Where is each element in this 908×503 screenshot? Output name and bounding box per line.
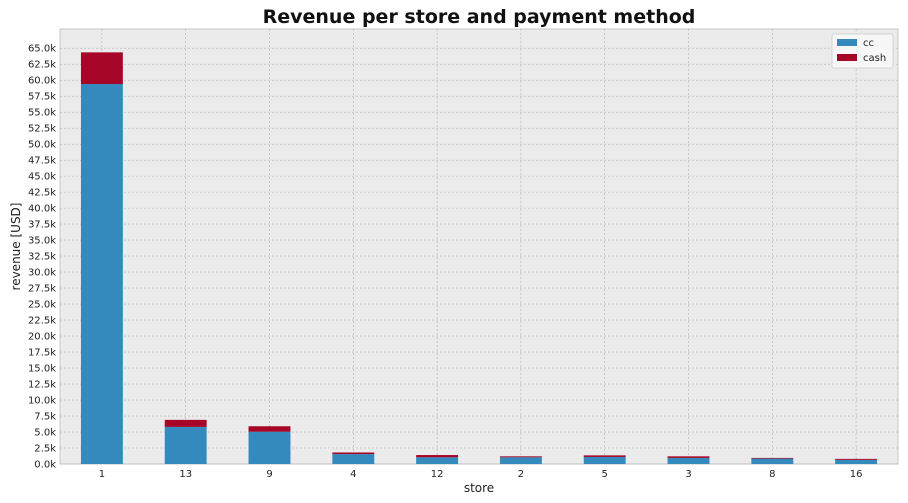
x-tick-label: 5: [602, 469, 608, 480]
x-tick-label: 16: [850, 469, 863, 480]
x-axis-ticks: 1 13 9 4 12 2 5 3 8 16: [99, 469, 863, 480]
y-tick-label: 47.5k: [28, 156, 56, 167]
y-tick-label: 57.5k: [28, 92, 56, 103]
bar-cash-store-13: [164, 419, 207, 427]
bar-cc-store-5: [583, 456, 626, 464]
bar-cc-store-16: [835, 459, 878, 464]
bar-cash-store-3: [667, 456, 710, 458]
bar-cc-store-12: [416, 457, 459, 464]
y-tick-label: 0.0k: [34, 460, 56, 471]
legend-swatch-cc: [837, 39, 857, 46]
bar-cash-store-4: [332, 452, 375, 455]
y-tick-label: 42.5k: [28, 188, 56, 199]
bar-cc-store-3: [667, 457, 710, 464]
y-tick-label: 30.0k: [28, 268, 56, 279]
bar-cc-store-4: [332, 454, 375, 464]
bar-cash-store-8: [751, 457, 794, 459]
x-tick-label: 12: [431, 469, 444, 480]
bar-cash-store-1: [80, 52, 123, 85]
y-tick-label: 37.5k: [28, 220, 56, 231]
y-tick-label: 32.5k: [28, 252, 56, 263]
legend-label-cash: cash: [863, 53, 886, 64]
y-tick-label: 15.0k: [28, 364, 56, 375]
y-tick-label: 50.0k: [28, 140, 56, 151]
chart-title: Revenue per store and payment method: [263, 6, 696, 28]
bar-cc-store-2: [499, 457, 542, 464]
x-axis-label: store: [464, 481, 494, 495]
y-tick-label: 7.5k: [34, 412, 56, 423]
y-tick-label: 45.0k: [28, 172, 56, 183]
x-tick-label: 2: [518, 469, 524, 480]
bar-cc-store-1: [80, 84, 123, 464]
y-tick-label: 40.0k: [28, 204, 56, 215]
legend-swatch-cash: [837, 54, 857, 61]
y-tick-label: 5.0k: [34, 428, 56, 439]
legend-label-cc: cc: [863, 38, 874, 49]
plot-background: [59, 28, 899, 465]
y-tick-label: 60.0k: [28, 76, 56, 87]
y-tick-label: 2.5k: [34, 444, 56, 455]
y-tick-label: 62.5k: [28, 60, 56, 71]
y-axis-label: revenue [USD]: [9, 203, 23, 291]
x-tick-label: 8: [769, 469, 775, 480]
y-tick-label: 12.5k: [28, 380, 56, 391]
y-tick-label: 22.5k: [28, 316, 56, 327]
y-tick-label: 65.0k: [28, 44, 56, 55]
y-tick-label: 25.0k: [28, 300, 56, 311]
bar-cc-store-13: [164, 426, 207, 464]
y-tick-label: 10.0k: [28, 396, 56, 407]
x-tick-label: 9: [266, 469, 272, 480]
bar-cash-store-2: [499, 456, 542, 458]
bar-cash-store-9: [248, 426, 291, 432]
bar-cc-store-8: [751, 458, 794, 464]
y-axis-ticks: 0.0k 2.5k 5.0k 7.5k 10.0k 12.5k 15.0k 17.5k 20.0…: [28, 44, 56, 471]
y-tick-label: 27.5k: [28, 284, 56, 295]
bar-cash-store-12: [416, 455, 459, 458]
bar-cash-store-5: [583, 455, 626, 457]
x-tick-label: 3: [685, 469, 691, 480]
y-tick-label: 17.5k: [28, 348, 56, 359]
x-tick-label: 4: [350, 469, 356, 480]
y-tick-label: 52.5k: [28, 124, 56, 135]
y-tick-label: 35.0k: [28, 236, 56, 247]
bar-cash-store-16: [835, 458, 878, 460]
y-tick-label: 55.0k: [28, 108, 56, 119]
bar-cc-store-9: [248, 431, 291, 464]
x-tick-label: 1: [99, 469, 105, 480]
bars: [80, 52, 878, 464]
legend: cc cash: [831, 33, 894, 69]
y-tick-label: 20.0k: [28, 332, 56, 343]
x-tick-label: 13: [179, 469, 192, 480]
